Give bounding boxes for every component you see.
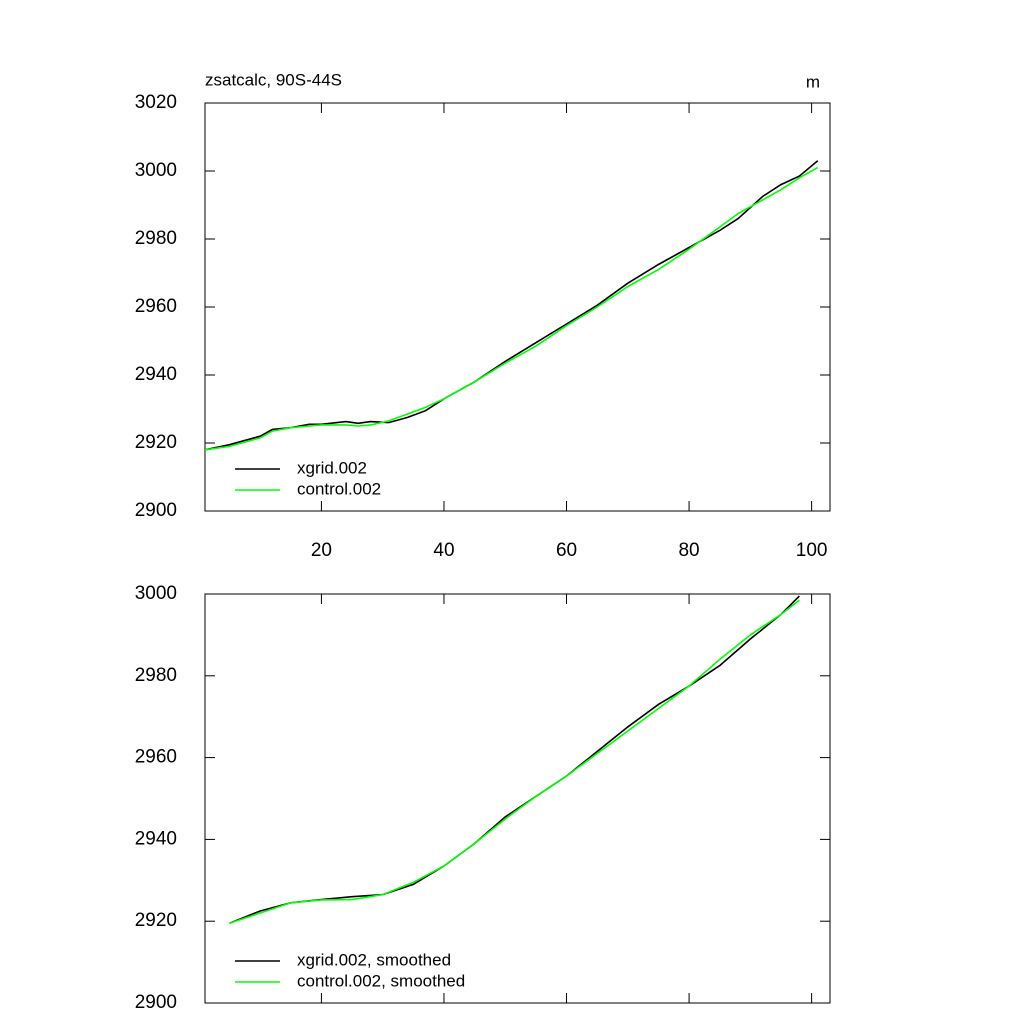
plot-frame bbox=[204, 593, 831, 1004]
y-tick-label: 2940 bbox=[135, 828, 177, 849]
data-line bbox=[204, 160, 819, 451]
y-tick-label: 2920 bbox=[135, 910, 177, 931]
data-line bbox=[229, 599, 800, 925]
chart-title: zsatcalc, 90S-44S bbox=[205, 70, 342, 89]
units-label: m bbox=[806, 72, 820, 91]
legend-label: xgrid.002, smoothed bbox=[297, 950, 451, 969]
y-tick-label: 2980 bbox=[135, 228, 177, 249]
data-line bbox=[204, 166, 819, 451]
y-tick-label: 2900 bbox=[135, 500, 177, 521]
y-tick-label: 2960 bbox=[135, 296, 177, 317]
y-tick-label: 2920 bbox=[135, 432, 177, 453]
x-tick-label: 60 bbox=[556, 540, 577, 561]
y-tick-label: 2940 bbox=[135, 364, 177, 385]
legend-label: xgrid.002 bbox=[297, 458, 367, 477]
legend-label: control.002, smoothed bbox=[297, 971, 465, 990]
y-tick-label: 3000 bbox=[135, 583, 177, 604]
x-tick-label: 40 bbox=[433, 540, 454, 561]
x-tick-label: 100 bbox=[796, 540, 828, 561]
y-tick-label: 2960 bbox=[135, 747, 177, 768]
x-tick-label: 80 bbox=[678, 540, 699, 561]
plot-frame bbox=[204, 102, 831, 512]
legend-label: control.002 bbox=[297, 479, 381, 498]
y-tick-label: 3000 bbox=[135, 160, 177, 181]
y-tick-label: 3020 bbox=[135, 92, 177, 113]
data-line bbox=[229, 595, 800, 924]
y-tick-label: 2980 bbox=[135, 665, 177, 686]
y-tick-label: 2900 bbox=[135, 992, 177, 1013]
x-tick-label: 20 bbox=[311, 540, 332, 561]
